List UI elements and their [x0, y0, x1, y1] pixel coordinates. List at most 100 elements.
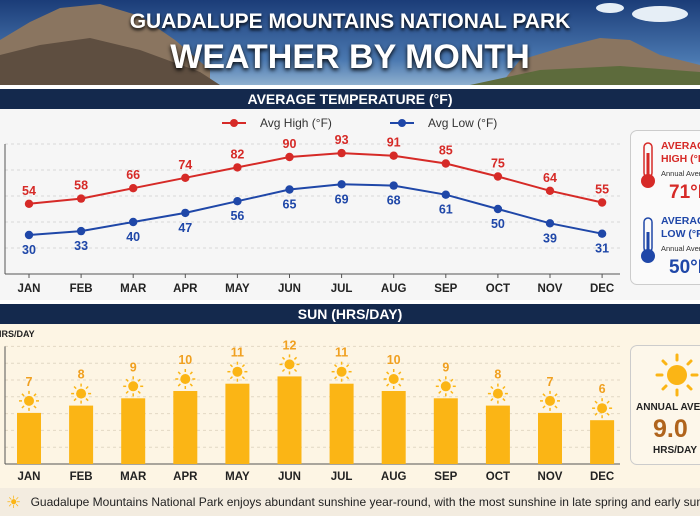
- sun-ray: [346, 364, 350, 368]
- sun-ray: [594, 400, 598, 404]
- data-point: [129, 184, 138, 193]
- data-label: 39: [543, 231, 557, 245]
- x-tick-label: OCT: [486, 283, 510, 295]
- sun-icon: [128, 381, 139, 392]
- data-point: [389, 181, 398, 190]
- sun-icon: [440, 381, 451, 392]
- data-label: 50: [491, 217, 505, 231]
- header-banner: GUADALUPE MOUNTAINS NATIONAL PARK WEATHE…: [0, 0, 700, 85]
- bar: [381, 391, 406, 464]
- data-point: [597, 229, 607, 238]
- data-label: 91: [387, 136, 401, 150]
- sun-ray: [229, 376, 233, 380]
- data-label: 8: [78, 368, 85, 382]
- x-tick-label: APR: [173, 471, 198, 483]
- data-label: 66: [126, 168, 140, 182]
- bar: [225, 383, 250, 464]
- sun-ray: [386, 383, 390, 387]
- x-tick-label: JUL: [331, 283, 353, 295]
- sun-ray: [594, 412, 598, 416]
- annual-average-label: ANNUAL AVERAGE: [636, 402, 700, 413]
- data-label: 11: [231, 346, 244, 360]
- sun-icon: [180, 374, 191, 384]
- sun-ray: [137, 378, 141, 382]
- data-label: 11: [335, 346, 348, 360]
- mountain-illustration: [0, 3, 700, 85]
- sun-ray: [606, 400, 610, 404]
- sun-ray: [542, 405, 546, 409]
- sun-ray: [450, 390, 454, 394]
- data-point: [441, 159, 450, 168]
- sun-ray: [21, 405, 25, 409]
- data-point: [181, 208, 190, 218]
- data-point: [76, 226, 86, 236]
- sun-ray: [333, 364, 338, 368]
- sun-ray: [438, 390, 442, 394]
- data-label: 40: [126, 230, 140, 244]
- sun-icon: [284, 359, 295, 370]
- legend-label: Avg Low (°F): [428, 116, 497, 130]
- bar: [329, 383, 354, 464]
- sun-ray: [293, 356, 298, 360]
- series-line-low: [28, 183, 603, 236]
- data-label: 68: [387, 194, 401, 208]
- sun-ray: [606, 412, 610, 416]
- data-label: 10: [178, 353, 192, 367]
- data-point: [441, 190, 450, 199]
- sun-ray: [490, 398, 494, 402]
- x-tick-label: SEP: [434, 471, 457, 483]
- data-point: [233, 197, 242, 206]
- sun-chart: HRS/DAY 7 JAN 8 FEB 9 MAR 10 APR 11 MAY 12 JUN 11 JUL 1…: [0, 329, 620, 483]
- x-tick-label: FEB: [70, 283, 93, 295]
- bar: [590, 420, 615, 464]
- data-point: [545, 219, 555, 228]
- sun-ray: [554, 405, 558, 409]
- page-title-line2: WEATHER BY MONTH: [170, 38, 530, 76]
- sun-ray: [398, 371, 402, 375]
- low-panel-subtitle: Annual Average: [661, 244, 700, 253]
- bar: [17, 412, 41, 464]
- legend-marker: [398, 119, 406, 127]
- data-label: 7: [547, 375, 554, 389]
- sun-ray: [137, 390, 141, 394]
- data-label: 56: [230, 209, 244, 223]
- y-axis-label: HRS/DAY: [0, 329, 35, 339]
- sun-ray: [241, 364, 246, 368]
- data-label: 61: [439, 203, 453, 217]
- sun-ray: [241, 376, 246, 380]
- footer-note: ☀ Guadalupe Mountains National Park enjo…: [0, 488, 700, 516]
- sun-ray: [177, 383, 181, 387]
- data-point: [389, 151, 398, 160]
- high-panel-heading: AVERAGEHIGH (°F): [661, 140, 700, 165]
- footer-text: Guadalupe Mountains National Park enjoys…: [30, 495, 700, 509]
- data-label: 31: [595, 242, 609, 256]
- sun-ray: [281, 368, 286, 373]
- data-label: 58: [74, 179, 88, 193]
- sun-ray: [450, 378, 454, 382]
- average-high-value: 71°F: [669, 182, 700, 203]
- average-low-value: 50°F: [669, 257, 700, 278]
- sun-icon: ☀: [6, 493, 22, 512]
- data-point: [337, 180, 346, 189]
- page-title-line1: GUADALUPE MOUNTAINS NATIONAL PARK: [129, 10, 571, 33]
- sun-section-title: SUN (HRS/DAY): [0, 304, 700, 324]
- sun-ray: [177, 371, 181, 375]
- average-temperature-panel: AVERAGEHIGH (°F) Annual Average 71°F AVE…: [630, 130, 700, 285]
- data-label: 10: [387, 353, 401, 367]
- data-label: 30: [22, 243, 36, 257]
- x-tick-label: NOV: [538, 283, 563, 295]
- bar: [121, 398, 146, 464]
- data-label: 9: [442, 360, 449, 374]
- sun-ray: [85, 398, 89, 402]
- thermometer-cold-icon: [641, 217, 655, 263]
- data-point: [233, 163, 242, 172]
- series-line-high: [28, 152, 603, 205]
- x-tick-label: DEC: [590, 471, 614, 483]
- x-tick-label: FEB: [70, 471, 93, 483]
- data-point: [285, 152, 294, 162]
- data-point: [24, 199, 34, 208]
- data-label: 9: [130, 360, 137, 374]
- data-label: 90: [283, 137, 297, 151]
- bar: [485, 405, 510, 464]
- data-label: 93: [335, 133, 349, 147]
